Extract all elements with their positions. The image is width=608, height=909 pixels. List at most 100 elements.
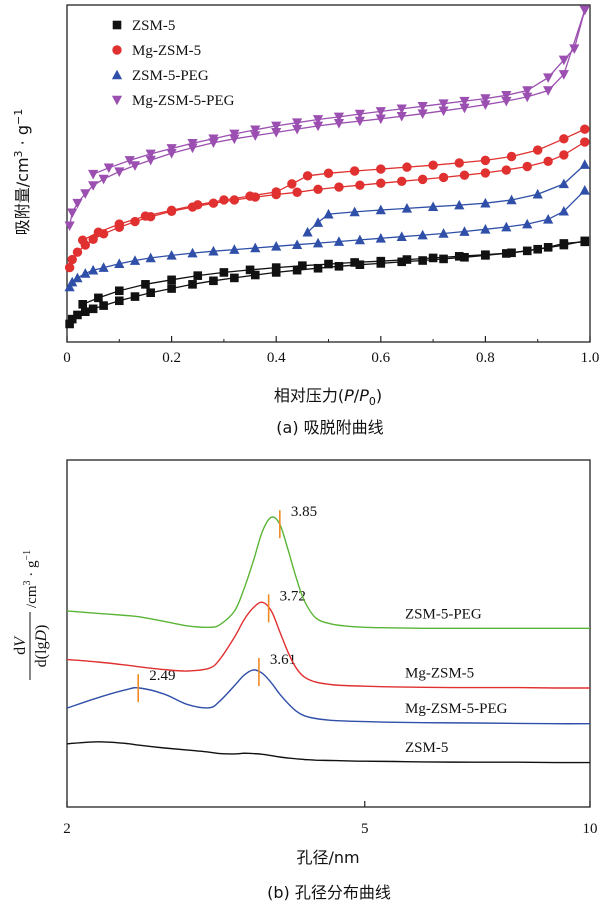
legend-item-mg-zsm-5-peg: Mg-ZSM-5-PEG	[111, 93, 235, 109]
adsorption-point	[501, 165, 512, 175]
adsorption-point	[292, 187, 302, 197]
adsorption-point	[355, 180, 365, 190]
panel-a-x-tick-label: 0.6	[371, 350, 390, 366]
adsorption-point	[522, 92, 533, 103]
panel-a-y-axis-label: 吸附量/cm3 · g−1	[12, 109, 32, 235]
panel-b-x-tick-label: 5	[361, 821, 369, 837]
legend-label: Mg-ZSM-5	[132, 43, 201, 59]
desorption-point	[302, 171, 313, 181]
adsorption-point	[292, 124, 303, 135]
adsorption-point	[501, 96, 512, 107]
adsorption-point	[230, 273, 239, 283]
peak-label: 3.72	[280, 588, 306, 604]
adsorption-point	[543, 86, 554, 96]
adsorption-point	[98, 174, 109, 185]
adsorption-point	[114, 258, 125, 269]
adsorption-point	[480, 223, 491, 234]
desorption-point	[271, 263, 281, 272]
adsorption-point	[166, 250, 177, 260]
adsorption-point	[292, 239, 303, 250]
series-label: Mg-ZSM-5-PEG	[405, 701, 508, 717]
desorption-point	[558, 55, 569, 66]
legend-label: Mg-ZSM-5-PEG	[132, 93, 235, 109]
desorption-point	[166, 144, 177, 154]
adsorption-point	[209, 276, 218, 286]
pore-series-zsm-5-peg: ZSM-5-PEG 3.85	[66, 504, 590, 630]
adsorption-point	[333, 119, 345, 129]
adsorption-point	[72, 198, 83, 209]
desorption-point	[401, 203, 413, 213]
adsorption-line	[69, 189, 586, 288]
adsorption-point	[115, 296, 124, 306]
adsorption-point	[460, 252, 469, 262]
desorption-point	[438, 99, 449, 110]
desorption-point	[77, 235, 88, 245]
adsorption-point	[439, 254, 448, 264]
desorption-point	[94, 293, 103, 303]
series-label: Mg-ZSM-5	[405, 666, 474, 682]
desorption-point	[481, 250, 490, 260]
adsorption-point	[208, 198, 219, 208]
adsorption-point	[522, 161, 532, 172]
desorption-point	[454, 199, 465, 210]
desorption-point	[480, 155, 491, 166]
adsorption-point	[271, 268, 281, 277]
peak-label: 3.85	[291, 504, 317, 520]
adsorption-point	[580, 137, 590, 147]
adsorption-point	[501, 221, 512, 232]
adsorption-point	[229, 134, 240, 145]
adsorption-point	[72, 272, 83, 283]
desorption-point	[579, 159, 590, 169]
adsorption-point	[438, 172, 449, 183]
desorption-point	[376, 256, 386, 266]
desorption-point	[428, 160, 438, 170]
series-label: ZSM-5-PEG	[405, 606, 482, 622]
adsorption-point	[418, 256, 427, 265]
desorption-point	[569, 44, 580, 54]
adsorption-point	[80, 189, 91, 199]
adsorption-point	[355, 260, 365, 270]
series-mg-zsm-5	[64, 124, 590, 273]
adsorption-point	[375, 232, 386, 243]
legend-item-zsm-5-peg: ZSM-5-PEG	[111, 68, 209, 84]
series-zsm-5-peg	[64, 159, 590, 292]
adsorption-point	[188, 280, 197, 289]
adsorption-point	[129, 255, 141, 265]
desorption-point	[533, 145, 543, 155]
adsorption-point	[522, 218, 533, 229]
desorption-point	[323, 168, 334, 178]
panel-a-x-tick-label: 0.2	[162, 350, 181, 366]
adsorption-point	[480, 168, 491, 178]
desorption-point	[141, 280, 150, 289]
desorption-point	[402, 255, 412, 264]
panel-a-legend: ZSM-5 Mg-ZSM-5 ZSM-5-PEG Mg-ZSM-5-PEG	[111, 18, 235, 109]
desorption-point	[506, 151, 517, 162]
desorption-point	[103, 163, 114, 174]
adsorption-point	[88, 181, 99, 191]
panel-a-x-tick-label: 1.0	[581, 350, 600, 366]
panel-b-pore-distribution-chart: 2 5 10 ZSM-5Mg-ZSM-5-PEG2.493.61Mg-ZSM-53.…	[12, 459, 598, 902]
adsorption-point	[98, 262, 109, 272]
adsorption-point	[333, 236, 345, 246]
desorption-point	[324, 259, 333, 269]
desorption-point	[375, 204, 386, 215]
desorption-point	[193, 271, 203, 280]
desorption-point	[396, 104, 407, 115]
series-label: ZSM-5	[405, 740, 448, 756]
desorption-point	[558, 178, 569, 189]
adsorption-point	[312, 121, 324, 132]
adsorption-point	[438, 106, 449, 117]
legend-label: ZSM-5-PEG	[132, 68, 209, 84]
legend-marker	[112, 45, 122, 55]
adsorption-point	[438, 228, 449, 238]
panel-b-x-tick-label: 10	[583, 821, 598, 837]
adsorption-point	[99, 301, 108, 310]
adsorption-point	[543, 156, 553, 167]
desorption-point	[271, 121, 282, 132]
desorption-point	[349, 166, 360, 176]
desorption-point	[219, 195, 229, 205]
adsorption-point	[271, 128, 282, 138]
adsorption-point	[396, 111, 407, 122]
desorption-point	[167, 275, 176, 285]
svg-text:/cm3 · g−1: /cm3 · g−1	[22, 550, 40, 608]
